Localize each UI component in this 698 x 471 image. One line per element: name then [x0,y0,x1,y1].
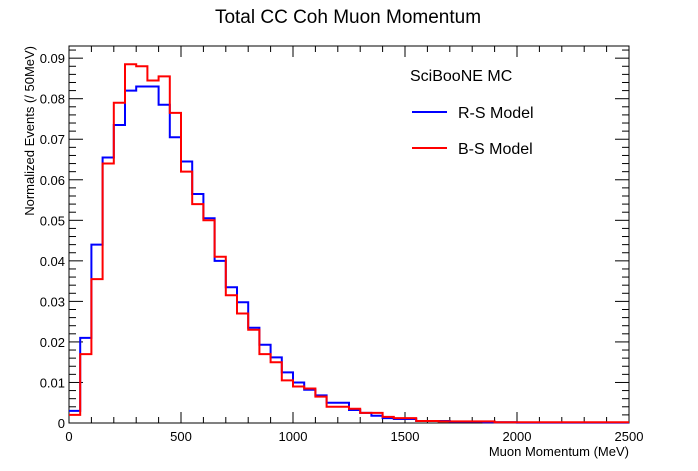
legend-label-r-s-model: R-S Model [458,105,534,122]
legend-header: SciBooNE MC [410,68,512,85]
y-tick-labels: 0 0.01 0.02 0.03 0.04 0.05 0.06 0.07 0.08 0.09 [40,51,65,431]
x-tick-label: 500 [170,429,192,444]
y-tick-label: 0.04 [40,254,65,269]
y-tick-label: 0.06 [40,173,65,188]
y-tick-label: 0.09 [40,51,65,66]
legend: SciBooNE MC R-S Model B-S Model [410,68,534,158]
y-tick-label: 0 [58,416,65,431]
series-b-s-model [69,63,629,424]
x-axis-title: Muon Momentum (MeV) [489,444,629,459]
y-tick-label: 0.07 [40,132,65,147]
axis-ticks [68,46,630,424]
x-tick-label: 1000 [279,429,308,444]
y-axis-title: Normalized Events (/ 50MeV) [22,46,37,216]
histogram-series [69,63,629,424]
x-tick-labels: 0 500 1000 1500 2000 2500 [65,429,643,444]
x-tick-label: 2000 [503,429,532,444]
y-tick-label: 0.01 [40,375,65,390]
plot-frame [68,45,630,424]
y-tick-label: 0.08 [40,92,65,107]
x-tick-label: 2500 [615,429,644,444]
x-tick-label: 1500 [391,429,420,444]
chart-title: Total CC Coh Muon Momentum [215,7,481,28]
y-tick-label: 0.02 [40,335,65,350]
x-tick-label: 0 [65,429,72,444]
y-tick-label: 0.03 [40,294,65,309]
legend-label-b-s-model: B-S Model [458,141,533,158]
series-r-s-model [69,85,629,424]
y-tick-label: 0.05 [40,213,65,228]
